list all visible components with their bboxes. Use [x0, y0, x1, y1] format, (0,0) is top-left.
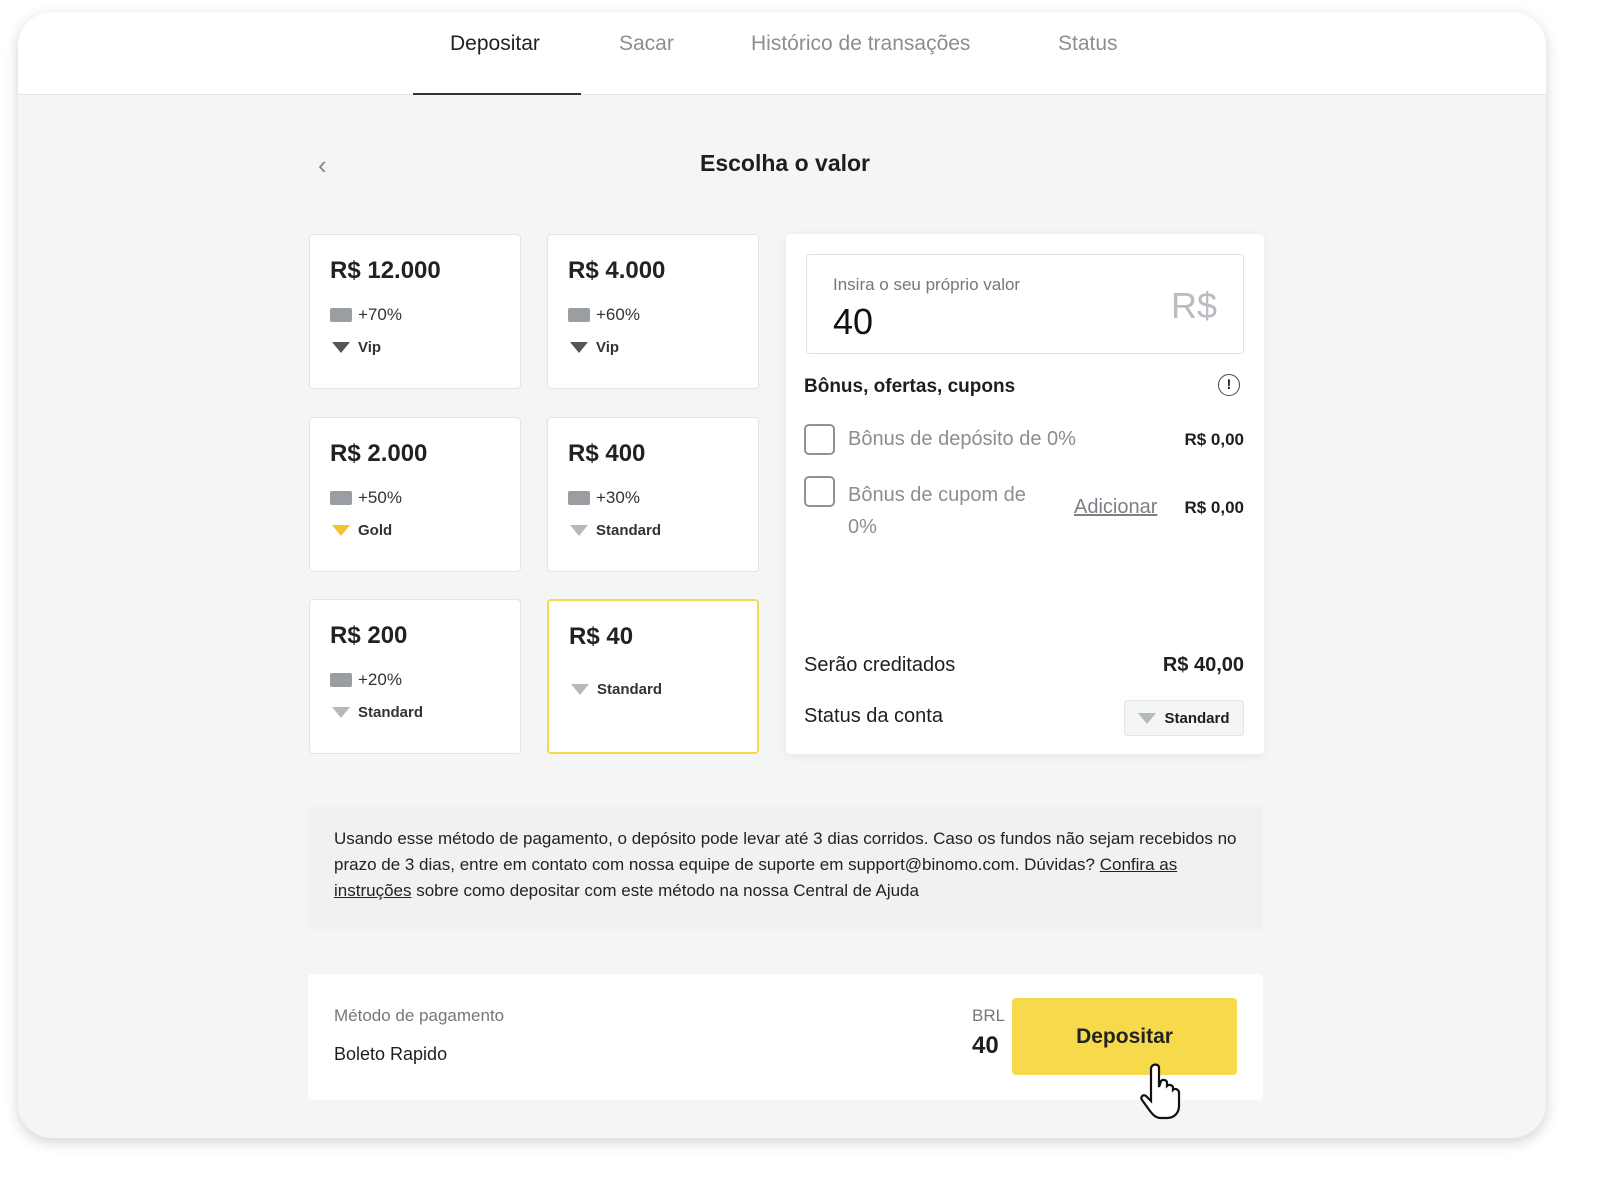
payment-notice: Usando esse método de pagamento, o depós…	[308, 806, 1263, 930]
deposit-button-label: Depositar	[1076, 1024, 1173, 1048]
level-text: Standard	[597, 681, 663, 698]
coupon-bonus-checkbox[interactable]	[804, 476, 835, 507]
ticket-icon	[330, 673, 352, 687]
tab-status[interactable]: Status	[1058, 32, 1118, 55]
diamond-icon	[332, 525, 350, 536]
amount-card[interactable]: R$ 2.000 +50% Gold	[309, 417, 521, 572]
card-bonus: +20%	[330, 670, 402, 690]
coupon-bonus-label: Bônus de cupom de 0%	[848, 479, 1026, 543]
ticket-icon	[568, 308, 590, 322]
card-amount: R$ 12.000	[330, 257, 441, 284]
total-amount: 40	[972, 1032, 999, 1059]
credited-label: Serão creditados	[804, 654, 956, 676]
ticket-icon	[568, 491, 590, 505]
level-text: Standard	[596, 522, 662, 539]
amount-card[interactable]: R$ 400 +30% Standard	[547, 417, 759, 572]
method-value: Boleto Rapido	[334, 1044, 448, 1064]
card-amount: R$ 400	[568, 440, 646, 467]
payment-footer: Método de pagamento Boleto Rapido BRL 40…	[308, 974, 1263, 1120]
notice-text: Usando esse método de pagamento, o depós…	[334, 829, 1237, 874]
diamond-icon	[570, 342, 588, 353]
card-amount: R$ 200	[330, 622, 408, 649]
notice-text-end: sobre como depositar com este método na …	[416, 881, 919, 900]
status-badge: Standard	[1124, 700, 1244, 736]
deposit-button[interactable]: Depositar	[1012, 998, 1237, 1075]
diamond-icon	[1138, 712, 1157, 724]
card-amount: R$ 2.000	[330, 440, 428, 467]
info-icon[interactable]: !	[1218, 374, 1240, 396]
input-label: Insira o seu próprio valor	[833, 275, 1021, 294]
amount-card-selected[interactable]: R$ 40 Standard	[547, 599, 759, 754]
app-window: Depositar Sacar Histórico de transações …	[18, 12, 1546, 1138]
level-text: Standard	[358, 704, 424, 721]
coupon-line2: 0%	[848, 516, 877, 538]
level-text: Vip	[358, 339, 382, 356]
diamond-icon	[332, 342, 350, 353]
diamond-icon	[332, 707, 350, 718]
bonus-text: +50%	[358, 488, 402, 507]
notice-question: Dúvidas?	[1024, 855, 1095, 874]
amount-card[interactable]: R$ 4.000 +60% Vip	[547, 234, 759, 389]
currency-label: R$	[1170, 285, 1217, 326]
card-level: Standard	[570, 522, 661, 539]
bonus-text: +20%	[358, 670, 402, 689]
amount-card[interactable]: R$ 200 +20% Standard	[309, 599, 521, 754]
active-tab-indicator	[413, 93, 581, 95]
credited-value: R$ 40,00	[1162, 654, 1244, 676]
bonus-text: +60%	[596, 305, 640, 324]
bonus-text: +70%	[358, 305, 402, 324]
card-level: Gold	[332, 522, 392, 539]
card-bonus: +70%	[330, 305, 402, 325]
tab-bar: Depositar Sacar Histórico de transações …	[18, 12, 1546, 95]
card-level: Vip	[570, 339, 619, 356]
status-badge-text: Standard	[1164, 709, 1230, 727]
deposit-bonus-label: Bônus de depósito de 0%	[848, 428, 1076, 450]
ticket-icon	[330, 491, 352, 505]
hand-cursor-icon	[1140, 1063, 1181, 1120]
status-label: Status da conta	[804, 705, 943, 727]
method-label: Método de pagamento	[334, 1006, 505, 1025]
coupon-bonus-value: R$ 0,00	[1184, 498, 1244, 517]
card-amount: R$ 40	[569, 623, 634, 650]
amount-card[interactable]: R$ 12.000 +70% Vip	[309, 234, 521, 389]
card-amount: R$ 4.000	[568, 257, 666, 284]
currency-code: BRL	[972, 1006, 1006, 1025]
input-value: 40	[833, 301, 874, 342]
coupon-line1: Bônus de cupom de	[848, 484, 1026, 506]
card-level: Standard	[571, 681, 662, 698]
card-bonus: +60%	[568, 305, 640, 325]
page-title: Escolha o valor	[700, 150, 871, 176]
level-text: Gold	[358, 522, 393, 539]
tab-depositar[interactable]: Depositar	[450, 32, 540, 55]
back-chevron-icon[interactable]: ‹	[318, 150, 327, 180]
deposit-bonus-checkbox[interactable]	[804, 424, 835, 455]
tab-historico[interactable]: Histórico de transações	[751, 32, 971, 55]
tab-sacar[interactable]: Sacar	[619, 32, 674, 55]
card-level: Vip	[332, 339, 381, 356]
level-text: Vip	[596, 339, 620, 356]
card-bonus: +30%	[568, 488, 640, 508]
ticket-icon	[330, 308, 352, 322]
instructions-link[interactable]: Confira as instruções	[334, 855, 1178, 900]
diamond-icon	[571, 684, 589, 695]
bonus-title: Bônus, ofertas, cupons	[804, 376, 1016, 397]
add-coupon-link[interactable]: Adicionar	[1074, 496, 1158, 518]
card-level: Standard	[332, 704, 423, 721]
deposit-bonus-value: R$ 0,00	[1184, 430, 1244, 449]
diamond-icon	[570, 525, 588, 536]
amount-panel: Insira o seu próprio valor 40 R$ Bônus, …	[786, 234, 1264, 754]
bonus-text: +30%	[596, 488, 640, 507]
custom-amount-input[interactable]: Insira o seu próprio valor 40 R$	[806, 254, 1244, 354]
card-bonus: +50%	[330, 488, 402, 508]
